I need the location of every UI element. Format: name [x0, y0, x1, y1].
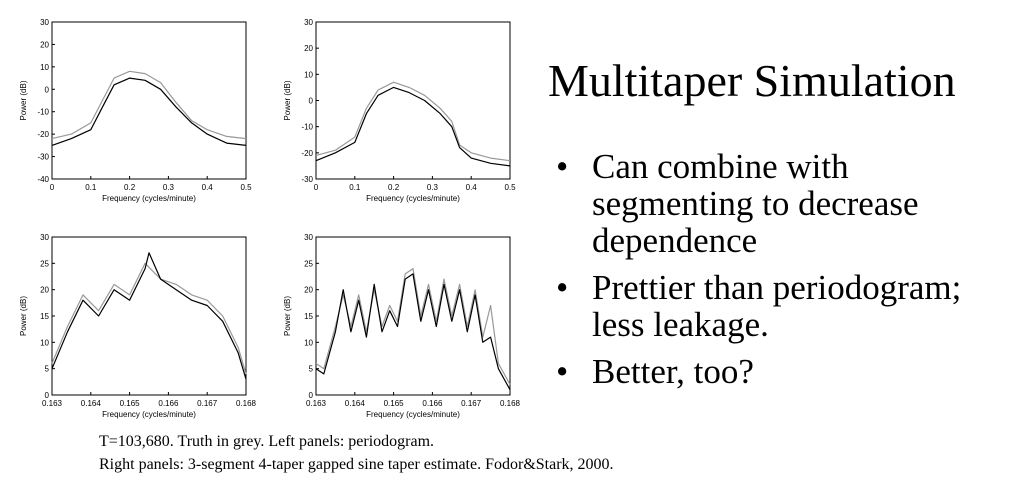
series-line — [51, 77, 247, 146]
series-line — [51, 252, 247, 380]
y-tick-label: 15 — [40, 312, 49, 321]
y-tick-label: 10 — [304, 70, 313, 79]
y-tick-label: 15 — [304, 312, 313, 321]
x-tick-label: 0.163 — [306, 399, 327, 408]
x-tick-label: 0.1 — [349, 183, 361, 192]
x-tick-label: 0.2 — [388, 183, 400, 192]
x-tick-label: 0.164 — [81, 399, 102, 408]
y-tick-label: -10 — [37, 108, 49, 117]
bullet-dot-icon: • — [556, 147, 569, 186]
x-tick-label: 0.5 — [240, 183, 252, 192]
y-tick-label: -20 — [37, 130, 49, 139]
x-tick-label: 0 — [50, 183, 55, 192]
x-tick-label: 0.165 — [384, 399, 405, 408]
series-line — [51, 70, 247, 140]
y-tick-label: 10 — [40, 338, 49, 347]
x-axis-label: Frequency (cycles/minute) — [366, 194, 460, 203]
bullet-dot-icon: • — [556, 352, 569, 391]
x-tick-label: 0.3 — [163, 183, 175, 192]
x-tick-label: 0.168 — [500, 399, 521, 408]
x-axis-label: Frequency (cycles/minute) — [102, 194, 196, 203]
x-tick-label: 0.165 — [120, 399, 141, 408]
y-tick-label: 25 — [304, 259, 313, 268]
y-tick-label: 20 — [304, 286, 313, 295]
x-tick-label: 0.4 — [202, 183, 214, 192]
y-tick-label: 0 — [45, 85, 50, 94]
x-tick-label: 0 — [314, 183, 319, 192]
y-tick-label: 0 — [309, 97, 314, 106]
x-tick-label: 0.3 — [427, 183, 439, 192]
x-tick-label: 0.168 — [236, 399, 257, 408]
y-axis-label: Power (dB) — [19, 296, 28, 336]
y-axis-label: Power (dB) — [283, 80, 292, 120]
series-line — [315, 273, 511, 390]
caption-line-1: T=103,680. Truth in grey. Left panels: p… — [99, 433, 435, 450]
plot-frame — [51, 21, 247, 180]
y-tick-label: 5 — [309, 365, 314, 374]
x-tick-label: 0.167 — [197, 399, 218, 408]
x-axis-label: Frequency (cycles/minute) — [366, 410, 460, 419]
y-tick-label: 20 — [40, 286, 49, 295]
series-line — [315, 86, 511, 167]
bullet-list: • Can combine with segmenting to decreas… — [556, 148, 1016, 400]
bullet-dot-icon: • — [556, 268, 569, 307]
y-tick-label: 30 — [40, 18, 49, 27]
x-tick-label: 0.1 — [85, 183, 97, 192]
y-tick-label: 30 — [304, 18, 313, 27]
y-tick-label: -30 — [301, 175, 313, 184]
x-tick-label: 0.4 — [466, 183, 478, 192]
x-axis-label: Frequency (cycles/minute) — [102, 410, 196, 419]
x-tick-label: 0.164 — [345, 399, 366, 408]
y-tick-label: 0 — [45, 391, 50, 400]
y-tick-label: 5 — [45, 365, 50, 374]
y-tick-label: 10 — [40, 63, 49, 72]
y-tick-label: -20 — [301, 149, 313, 158]
charts-area: 0 0.1 0.2 0.3 0.4 0.5 -40 -30 -20 -10 0 10 20 30 Frequ… — [0, 0, 530, 430]
y-tick-label: 20 — [40, 40, 49, 49]
x-tick-label: 0.166 — [422, 399, 443, 408]
series-line — [51, 262, 247, 375]
x-tick-label: 0.2 — [124, 183, 136, 192]
y-tick-label: 20 — [304, 44, 313, 53]
x-tick-label: 0.163 — [42, 399, 63, 408]
bullet-item: • Can combine with segmenting to decreas… — [556, 148, 1016, 259]
bullet-item: • Better, too? — [556, 353, 1016, 390]
caption-line-2: Right panels: 3-segment 4-taper gapped s… — [99, 456, 614, 473]
y-tick-label: -10 — [301, 123, 313, 132]
x-tick-label: 0.167 — [461, 399, 482, 408]
x-tick-label: 0.5 — [504, 183, 516, 192]
y-tick-label: 25 — [40, 259, 49, 268]
bullet-item: • Prettier than periodogram; less leakag… — [556, 269, 1016, 343]
y-tick-label: -40 — [37, 175, 49, 184]
y-tick-label: 30 — [304, 233, 313, 242]
chart-panels: 0 0.1 0.2 0.3 0.4 0.5 -40 -30 -20 -10 0 10 20 30 Frequ… — [19, 18, 521, 419]
bullet-text: Prettier than periodogram; less leakage. — [592, 268, 962, 344]
series-line — [315, 268, 511, 385]
bullet-text: Can combine with segmenting to decrease … — [592, 147, 919, 260]
y-tick-label: 10 — [304, 338, 313, 347]
y-axis-label: Power (dB) — [19, 80, 28, 120]
x-tick-label: 0.166 — [158, 399, 179, 408]
y-tick-label: 0 — [309, 391, 314, 400]
y-tick-label: -30 — [37, 153, 49, 162]
plot-frame — [315, 236, 511, 396]
slide-title: Multitaper Simulation — [548, 55, 956, 106]
series-line — [315, 81, 511, 162]
y-tick-label: 30 — [40, 233, 49, 242]
bullet-text: Better, too? — [592, 352, 754, 391]
y-axis-label: Power (dB) — [283, 296, 292, 336]
